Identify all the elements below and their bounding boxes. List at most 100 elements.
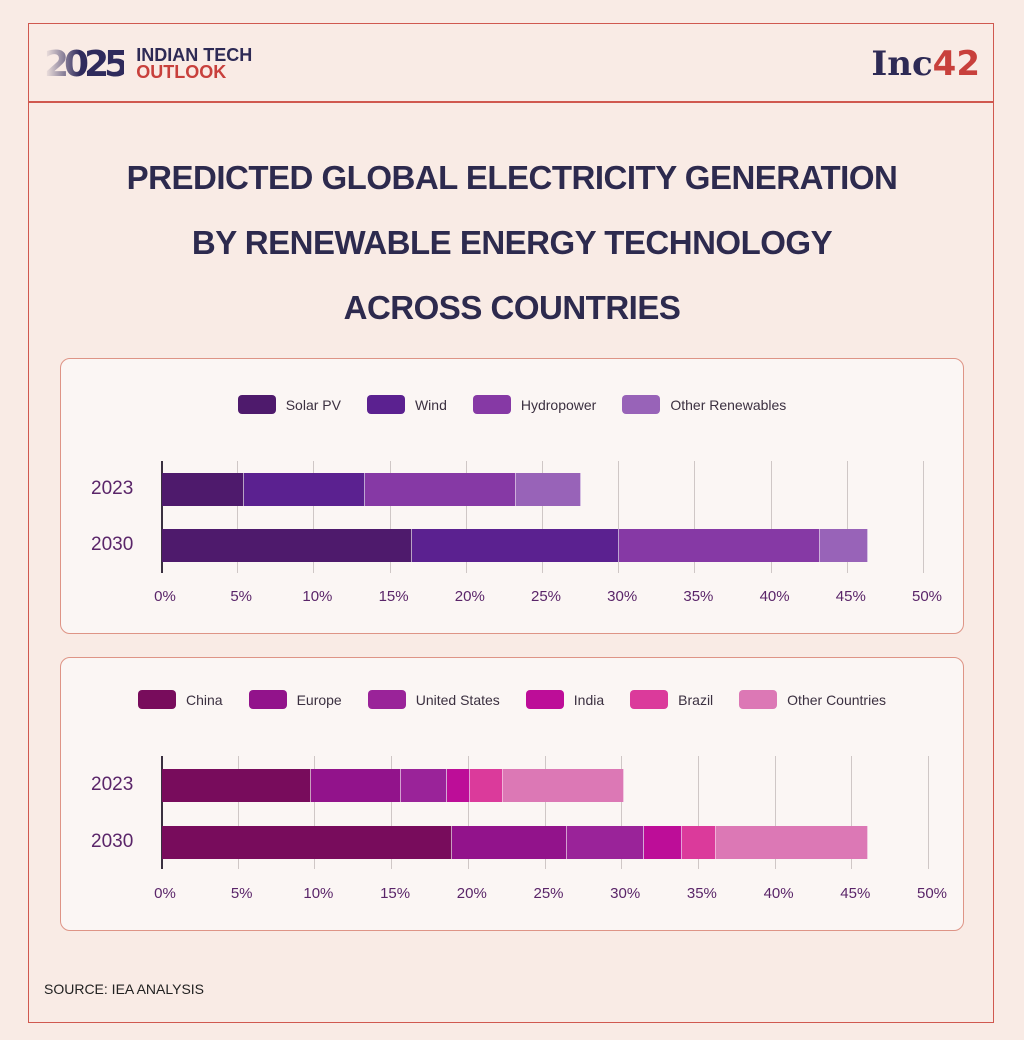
header-divider xyxy=(28,101,994,103)
legend-swatch xyxy=(237,395,276,414)
gridline xyxy=(618,461,620,573)
x-tick-label: 30% xyxy=(610,885,641,902)
x-tick-label: 25% xyxy=(533,885,564,902)
logo-line1: INDIAN TECH xyxy=(136,45,253,65)
inc42-logo: Inc42 xyxy=(871,44,980,84)
x-tick-label: 25% xyxy=(530,588,562,605)
legend-label: China xyxy=(185,691,223,708)
gridline xyxy=(544,756,546,869)
legend-swatch xyxy=(739,690,778,709)
legend-item: Europe xyxy=(248,690,342,709)
bar-segment-brazil xyxy=(682,826,716,859)
bar-segment-united-states xyxy=(401,769,448,802)
x-tick-label: 15% xyxy=(378,588,409,605)
legend-label: Europe xyxy=(296,691,342,708)
gridline xyxy=(923,461,924,573)
gridline xyxy=(542,461,543,573)
bar-segment-wind xyxy=(244,473,365,506)
y-axis xyxy=(161,461,163,573)
legend-label: United States xyxy=(415,691,500,708)
gridline xyxy=(237,756,239,869)
x-tick-label: 40% xyxy=(759,588,790,605)
x-tick-label: 45% xyxy=(835,588,866,605)
legend-swatch xyxy=(137,690,176,709)
brand-text: Inc xyxy=(871,44,933,84)
bar-segment-china xyxy=(162,769,311,802)
bar-segment-solar-pv xyxy=(162,529,412,562)
legend-label: Hydropower xyxy=(520,396,597,413)
bar-segment-brazil xyxy=(470,769,503,802)
source-note: SOURCE: IEA ANALYSIS xyxy=(44,981,205,997)
x-tick-label: 10% xyxy=(303,885,334,902)
x-tick-label: 0% xyxy=(154,885,176,902)
y-category-label: 2023 xyxy=(91,478,134,499)
gridline xyxy=(237,461,239,573)
gridline xyxy=(774,756,776,869)
title-line: PREDICTED GLOBAL ELECTRICITY GENERATION xyxy=(126,159,898,196)
legend-item: China xyxy=(137,690,223,709)
gridline xyxy=(465,461,467,573)
stacked-bar-2030 xyxy=(162,826,868,859)
logo-year: 2025 xyxy=(44,43,129,85)
x-tick-label: 50% xyxy=(916,885,948,902)
bar-segment-solar-pv xyxy=(162,473,245,506)
legend-item: Other Countries xyxy=(739,690,886,709)
bar-segment-india xyxy=(643,826,682,859)
legend-item: Wind xyxy=(366,395,447,414)
frame xyxy=(28,23,994,1023)
x-tick-label: 35% xyxy=(686,885,717,902)
stacked-bar-2030 xyxy=(162,529,868,562)
x-tick-label: 20% xyxy=(456,885,487,902)
legend-label: India xyxy=(573,691,605,708)
x-tick-label: 40% xyxy=(763,885,794,902)
legend-item: Solar PV xyxy=(237,395,341,414)
bar-segment-china xyxy=(162,826,452,859)
bar-segment-india xyxy=(447,769,471,802)
x-tick-label: 35% xyxy=(683,588,714,605)
x-tick-label: 5% xyxy=(230,885,253,902)
x-tick-label: 10% xyxy=(302,588,333,605)
bar-segment-wind xyxy=(411,529,620,562)
bar-segment-europe xyxy=(451,826,567,859)
legend-swatch xyxy=(630,690,669,709)
bar-segment-hydropower xyxy=(619,529,821,562)
title-line: BY RENEWABLE ENERGY TECHNOLOGY xyxy=(191,224,833,261)
title-line: ACROSS COUNTRIES xyxy=(343,289,681,326)
x-tick-label: 0% xyxy=(154,588,176,605)
gridline xyxy=(313,461,315,573)
gridline xyxy=(467,756,469,869)
legend-label: Brazil xyxy=(678,691,714,708)
chart-title: PREDICTED GLOBAL ELECTRICITY GENERATION … xyxy=(60,145,964,340)
bar-segment-europe xyxy=(310,769,402,802)
legend: China Europe United States India Brazil Other… xyxy=(61,690,963,709)
legend-swatch xyxy=(472,395,511,414)
brand-number: 42 xyxy=(932,44,980,84)
technology-chart-card: Solar PV Wind Hydropower Other Renewables 0%… xyxy=(60,358,964,634)
legend-swatch xyxy=(366,395,405,414)
legend-item: Hydropower xyxy=(472,395,597,414)
gridline xyxy=(621,756,623,869)
y-category-label: 2030 xyxy=(91,534,134,555)
logo-line2: OUTLOOK xyxy=(136,62,227,82)
bar-segment-hydropower xyxy=(364,473,516,506)
bar-segment-other-renewables xyxy=(515,473,582,506)
country-chart-card: China Europe United States India Brazil Other… xyxy=(60,657,964,931)
gridline xyxy=(928,756,929,869)
indian-tech-outlook-logo: 2025 INDIAN TECH OUTLOOK xyxy=(44,43,253,85)
gridline xyxy=(697,756,699,869)
gridline xyxy=(314,756,316,869)
x-tick-label: 15% xyxy=(380,885,411,902)
bar-segment-other-countries xyxy=(502,769,624,802)
stacked-bar-2023 xyxy=(162,769,624,802)
gridline xyxy=(694,461,696,573)
stacked-bar-2023 xyxy=(162,473,582,506)
bar-segment-other-renewables xyxy=(820,529,868,562)
x-tick-label: 45% xyxy=(840,885,871,902)
y-category-label: 2023 xyxy=(91,774,134,795)
legend-item: Other Renewables xyxy=(622,395,786,414)
legend-label: Other Countries xyxy=(787,691,886,708)
x-tick-label: 20% xyxy=(454,588,485,605)
gridline xyxy=(391,756,393,869)
legend-swatch xyxy=(525,690,564,709)
legend-swatch xyxy=(367,690,406,709)
